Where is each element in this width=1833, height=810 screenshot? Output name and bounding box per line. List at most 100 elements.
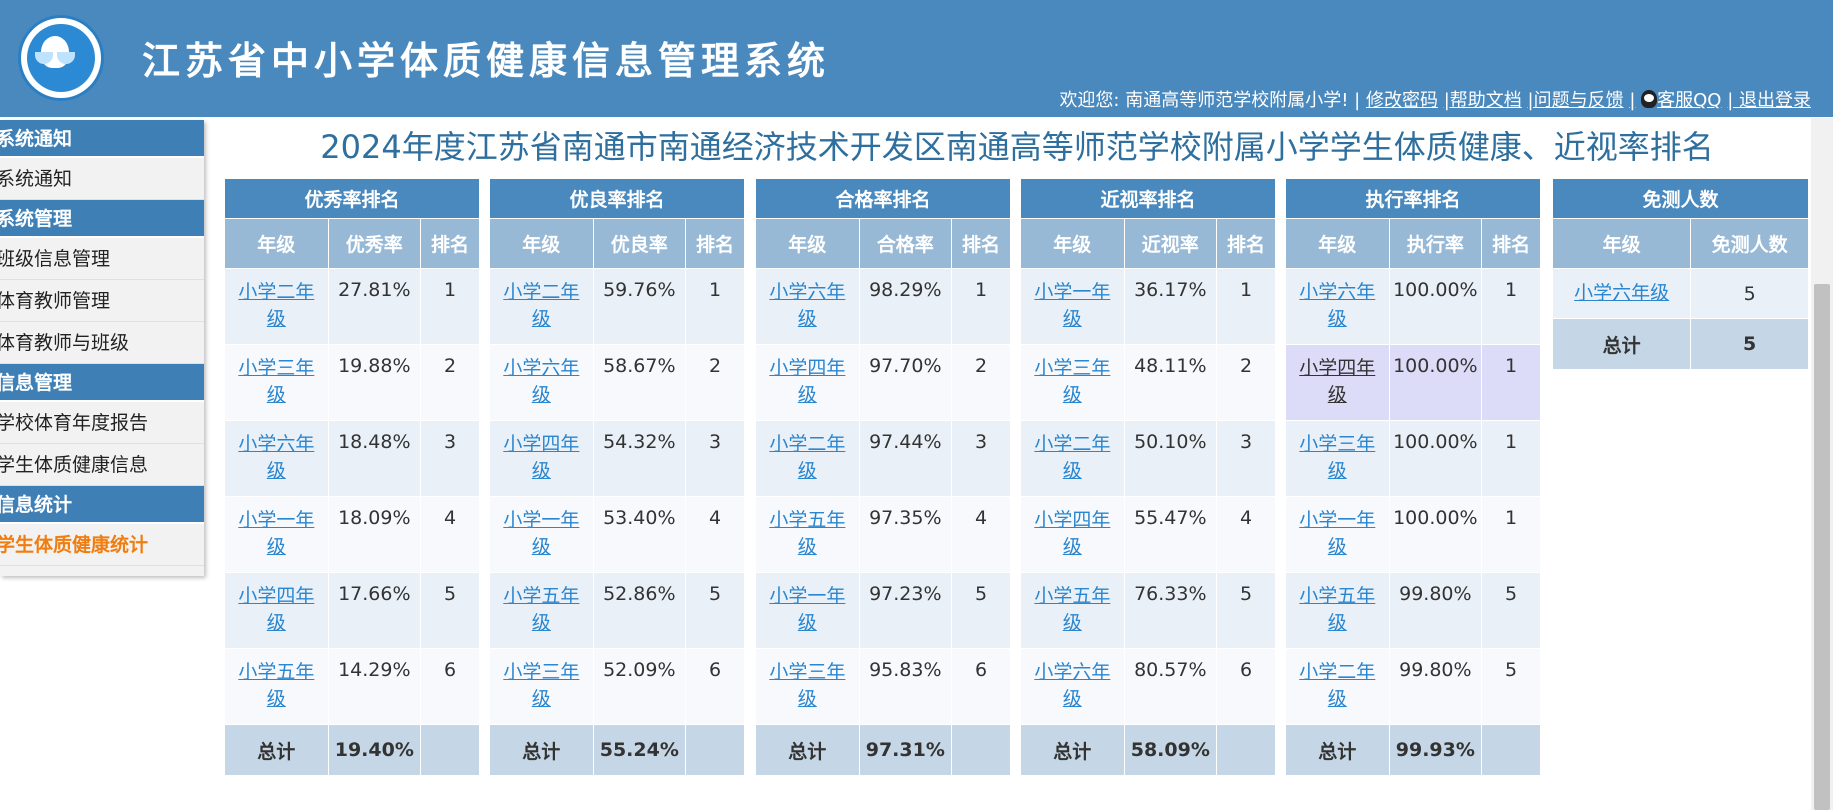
sidebar-item[interactable]: 班级信息管理 <box>0 238 204 280</box>
grade-cell: 小学六年级 <box>489 344 594 421</box>
separator-link[interactable]: | <box>1629 90 1636 111</box>
grade-link[interactable]: 小学四年级 <box>238 585 315 634</box>
sidebar-item[interactable]: 系统通知 <box>0 158 204 200</box>
grade-link[interactable]: 小学二年级 <box>238 281 315 330</box>
scrollbar-thumb[interactable] <box>1814 284 1830 810</box>
scrollbar[interactable] <box>1811 118 1833 810</box>
grade-link[interactable]: 小学二年级 <box>769 433 846 482</box>
column-header-grade: 年级 <box>224 218 329 269</box>
sidebar-section-header[interactable]: 系统管理 <box>0 200 204 238</box>
sidebar-item[interactable]: 学生体质健康统计 <box>0 524 204 566</box>
sidebar-section-header[interactable]: 系统通知 <box>0 120 204 158</box>
logo <box>18 15 104 101</box>
sidebar-section-header[interactable]: 信息统计 <box>0 486 204 524</box>
rate-cell: 55.47% <box>1123 496 1217 573</box>
grade-cell: 小学二年级 <box>755 420 860 497</box>
table-title: 优秀率排名 <box>224 178 480 219</box>
grade-link[interactable]: 小学一年级 <box>238 509 315 558</box>
grade-cell: 小学四年级 <box>755 344 860 421</box>
grade-link[interactable]: 小学一年级 <box>503 509 580 558</box>
table-row: 小学四年级 97.70% 2 <box>755 344 1012 421</box>
grade-cell: 小学六年级 <box>755 268 860 345</box>
rate-cell: 97.44% <box>858 420 952 497</box>
ranking-table: 合格率排名 年级 合格率 排名 小学六年级 98.29% 1 小学四年级 97.70% 2 小学二年… <box>755 178 1012 776</box>
grade-cell: 小学一年级 <box>489 496 594 573</box>
grade-link[interactable]: 小学四年级 <box>1299 357 1376 406</box>
grade-link[interactable]: 小学五年级 <box>1034 585 1111 634</box>
grade-link[interactable]: 小学一年级 <box>1299 509 1376 558</box>
grade-link[interactable]: 小学五年级 <box>1299 585 1376 634</box>
table-row: 小学二年级 27.81% 1 <box>224 268 481 345</box>
grade-link[interactable]: 小学三年级 <box>503 661 580 710</box>
sidebar-item[interactable]: 学校体育年度报告 <box>0 402 204 444</box>
grade-link[interactable]: 小学一年级 <box>1034 281 1111 330</box>
grade-link[interactable]: 小学六年级 <box>503 357 580 406</box>
grade-link[interactable]: 小学二年级 <box>1299 661 1376 710</box>
table-row: 小学五年级 97.35% 4 <box>755 496 1012 573</box>
grade-link[interactable]: 小学四年级 <box>1034 509 1111 558</box>
rate-cell: 97.35% <box>858 496 952 573</box>
grade-link[interactable]: 小学五年级 <box>769 509 846 558</box>
total-empty <box>950 724 1012 776</box>
feedback-link[interactable]: |问题与反馈 <box>1527 90 1624 111</box>
total-row: 总计 5 <box>1551 318 1809 370</box>
ranking-table: 优秀率排名 年级 优秀率 排名 小学二年级 27.81% 1 小学三年级 19.88% 2 小学六年… <box>224 178 481 776</box>
system-title: 江苏省中小学体质健康信息管理系统 <box>142 39 831 83</box>
grade-link[interactable]: 小学六年级 <box>1299 281 1376 330</box>
grade-link[interactable]: 小学六年级 <box>769 281 846 330</box>
total-empty <box>419 724 481 776</box>
grade-link[interactable]: 小学六年级 <box>238 433 315 482</box>
total-row: 总计 55.24% <box>489 724 746 776</box>
total-rate: 97.31% <box>858 724 952 776</box>
table-title: 免测人数 <box>1552 178 1809 219</box>
rank-cell: 4 <box>950 496 1012 573</box>
rate-cell: 19.88% <box>327 344 421 421</box>
grade-link[interactable]: 小学六年级 <box>1034 661 1111 710</box>
table-title: 合格率排名 <box>755 178 1011 219</box>
sidebar-section-header[interactable]: 信息管理 <box>0 364 204 402</box>
grade-link[interactable]: 小学四年级 <box>769 357 846 406</box>
grade-link[interactable]: 小学四年级 <box>503 433 580 482</box>
rate-cell: 54.32% <box>592 420 686 497</box>
sidebar-item[interactable]: 体育教师管理 <box>0 280 204 322</box>
change-password-link[interactable]: 修改密码 <box>1365 90 1438 111</box>
grade-cell: 小学五年级 <box>489 572 594 649</box>
grade-link[interactable]: 小学一年级 <box>769 585 846 634</box>
grade-cell: 小学三年级 <box>224 344 329 421</box>
grade-link[interactable]: 小学三年级 <box>238 357 315 406</box>
grade-cell: 小学二年级 <box>489 268 594 345</box>
total-label: 总计 <box>1551 318 1692 370</box>
table-row: 小学三年级 48.11% 2 <box>1020 344 1277 421</box>
rate-cell: 98.29% <box>858 268 952 345</box>
total-label: 总计 <box>1020 724 1125 776</box>
table-row: 小学四年级 100.00% 1 <box>1285 344 1541 421</box>
customer-qq-link[interactable]: 客服QQ <box>1657 90 1722 111</box>
grade-link[interactable]: 小学二年级 <box>503 281 580 330</box>
total-empty <box>684 724 746 776</box>
grade-link[interactable]: 小学三年级 <box>1299 433 1376 482</box>
sidebar-item[interactable]: 学生体质健康信息 <box>0 444 204 486</box>
rank-cell: 1 <box>419 268 481 345</box>
grade-link[interactable]: 小学二年级 <box>1034 433 1111 482</box>
grade-link[interactable]: 小学五年级 <box>238 661 315 710</box>
rank-cell: 1 <box>950 268 1012 345</box>
total-label: 总计 <box>489 724 594 776</box>
grade-link[interactable]: 小学三年级 <box>769 661 846 710</box>
sidebar-item[interactable]: 体育教师与班级 <box>0 322 204 364</box>
rank-cell: 3 <box>419 420 481 497</box>
column-header-rank: 排名 <box>1481 218 1541 269</box>
rate-cell: 99.80% <box>1388 648 1483 725</box>
total-row: 总计 19.40% <box>224 724 481 776</box>
grade-link[interactable]: 小学六年级 <box>1574 282 1670 304</box>
grade-link[interactable]: 小学五年级 <box>503 585 580 634</box>
logout-link[interactable]: | 退出登录 <box>1727 90 1811 111</box>
table-row: 小学五年级 76.33% 5 <box>1020 572 1277 649</box>
grade-cell: 小学一年级 <box>224 496 329 573</box>
rank-cell: 5 <box>950 572 1012 649</box>
rate-cell: 100.00% <box>1388 268 1483 345</box>
grade-link[interactable]: 小学三年级 <box>1034 357 1111 406</box>
rate-cell: 95.83% <box>858 648 952 725</box>
grade-cell: 小学六年级 <box>224 420 329 497</box>
help-docs-link[interactable]: |帮助文档 <box>1443 90 1522 111</box>
rank-cell: 5 <box>1481 648 1541 725</box>
